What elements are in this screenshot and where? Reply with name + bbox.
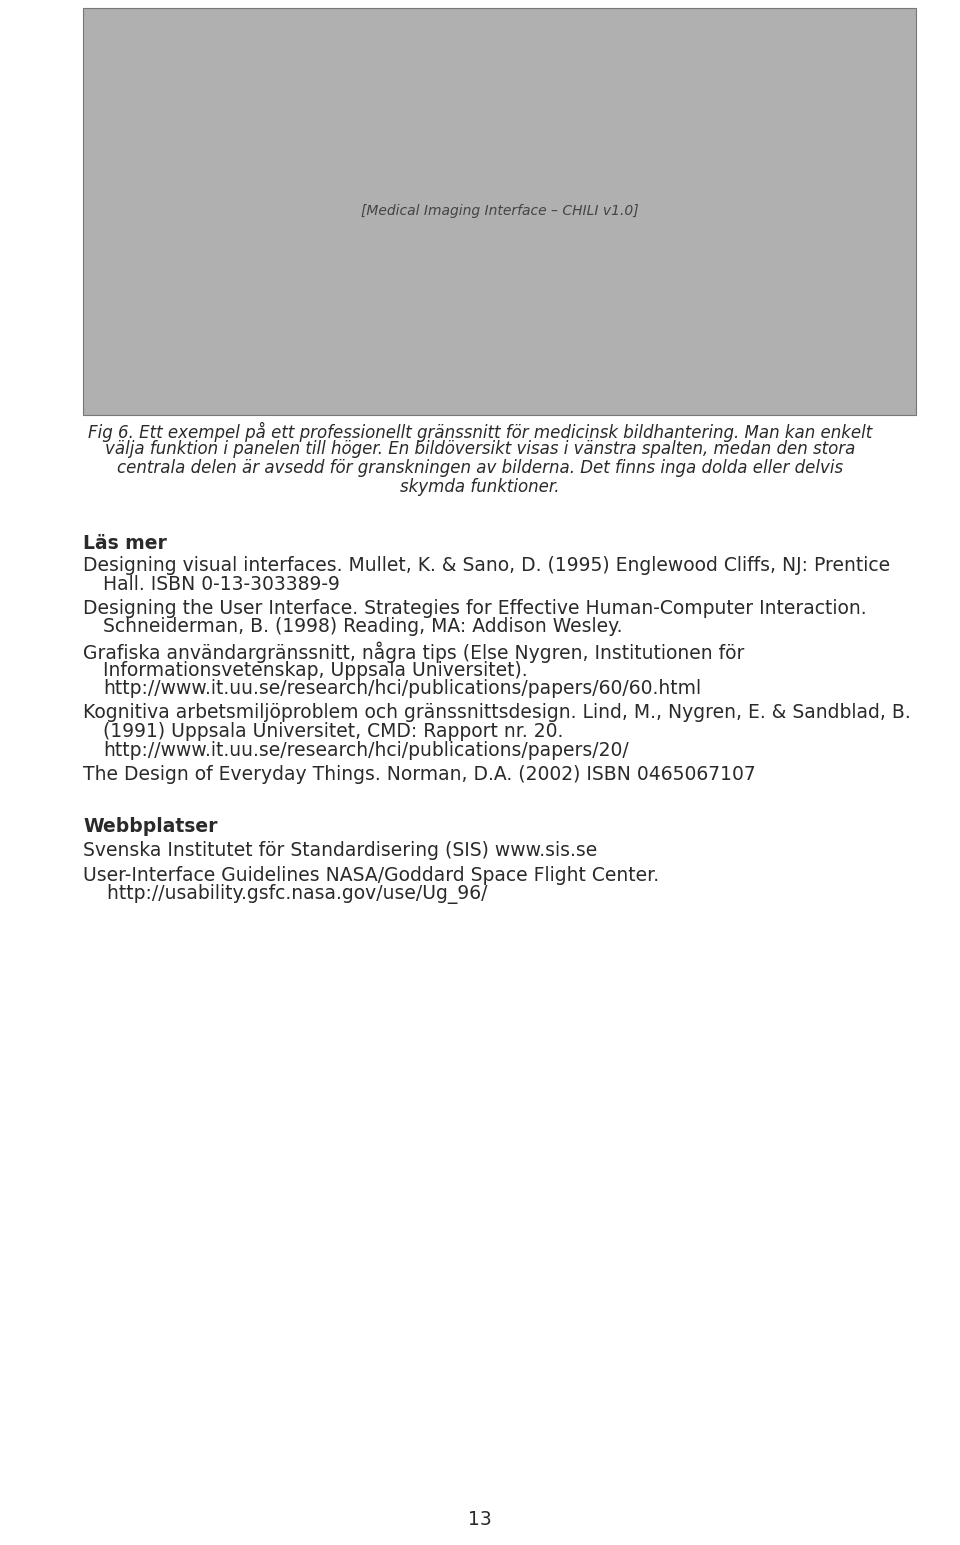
Text: Hall. ISBN 0-13-303389-9: Hall. ISBN 0-13-303389-9: [103, 575, 340, 593]
Text: The Design of Everyday Things. Norman, D.A. (2002) ISBN 0465067107: The Design of Everyday Things. Norman, D…: [83, 765, 756, 783]
Text: (1991) Uppsala Universitet, CMD: Rapport nr. 20.: (1991) Uppsala Universitet, CMD: Rapport…: [103, 722, 564, 742]
Text: http://usability.gsfc.nasa.gov/use/Ug_96/: http://usability.gsfc.nasa.gov/use/Ug_96…: [83, 884, 488, 904]
Text: http://www.it.uu.se/research/hci/publications/papers/20/: http://www.it.uu.se/research/hci/publica…: [103, 740, 629, 760]
Text: centrala delen är avsedd för granskningen av bilderna. Det finns inga dolda elle: centrala delen är avsedd för granskninge…: [117, 459, 843, 477]
Text: välja funktion i panelen till höger. En bildöversikt visas i vänstra spalten, me: välja funktion i panelen till höger. En …: [105, 440, 855, 459]
FancyBboxPatch shape: [83, 8, 916, 416]
Text: skymda funktioner.: skymda funktioner.: [400, 477, 560, 496]
Text: Webbplatser: Webbplatser: [83, 817, 218, 836]
Text: Kognitiva arbetsmiljöproblem och gränssnittsdesign. Lind, M., Nygren, E. & Sandb: Kognitiva arbetsmiljöproblem och gränssn…: [83, 703, 911, 723]
Text: Läs mer: Läs mer: [83, 535, 167, 553]
Text: User-Interface Guidelines NASA/Goddard Space Flight Center.: User-Interface Guidelines NASA/Goddard S…: [83, 867, 660, 885]
Text: [Medical Imaging Interface – CHILI v1.0]: [Medical Imaging Interface – CHILI v1.0]: [361, 204, 638, 218]
Text: Svenska Institutet för Standardisering (SIS) www.sis.se: Svenska Institutet för Standardisering (…: [83, 842, 597, 861]
Text: Designing the User Interface. Strategies for Effective Human-Computer Interactio: Designing the User Interface. Strategies…: [83, 599, 867, 618]
Text: 13: 13: [468, 1509, 492, 1530]
Text: Informationsvetenskap, Uppsala Universitet).: Informationsvetenskap, Uppsala Universit…: [103, 661, 528, 680]
Text: http://www.it.uu.se/research/hci/publications/papers/60/60.html: http://www.it.uu.se/research/hci/publica…: [103, 678, 701, 698]
Text: Schneiderman, B. (1998) Reading, MA: Addison Wesley.: Schneiderman, B. (1998) Reading, MA: Add…: [103, 618, 622, 637]
Text: Grafiska användargränssnitt, några tips (Else Nygren, Institutionen för: Grafiska användargränssnitt, några tips …: [83, 643, 744, 663]
Text: Fig 6. Ett exempel på ett professionellt gränssnitt för medicinsk bildhantering.: Fig 6. Ett exempel på ett professionellt…: [88, 422, 872, 442]
Text: Designing visual interfaces. Mullet, K. & Sano, D. (1995) Englewood Cliffs, NJ: : Designing visual interfaces. Mullet, K. …: [83, 556, 890, 575]
